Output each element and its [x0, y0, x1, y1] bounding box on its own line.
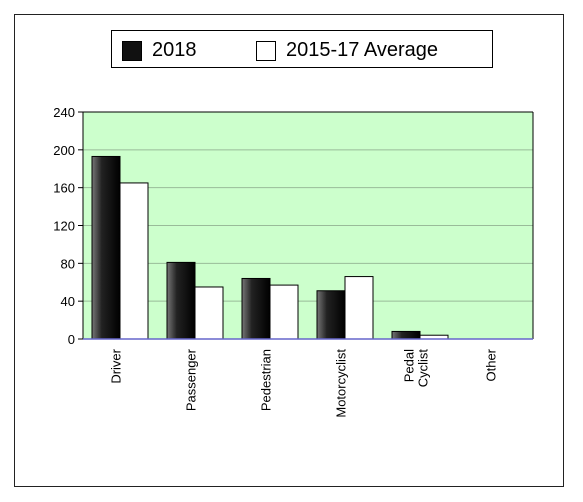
y-tick-label-200: 200	[53, 143, 75, 158]
bar-average-passenger	[194, 286, 224, 340]
y-tick-label-0: 0	[68, 332, 75, 347]
x-tick-label-pedal-cyclist-0: Pedal	[402, 349, 417, 382]
y-tick-label-160: 160	[53, 181, 75, 196]
bar-average-pedestrian	[269, 284, 299, 340]
bar-average-driver	[119, 182, 149, 340]
chart-legend: 2018 2015-17 Average	[111, 30, 493, 68]
legend-label-average: 2015-17 Average	[286, 39, 438, 61]
x-tick-label-motorcyclist: Motorcyclist	[334, 349, 349, 418]
x-tick-label-driver: Driver	[109, 348, 124, 383]
x-tick-label-pedestrian: Pedestrian	[259, 349, 274, 411]
y-tick-label-40: 40	[61, 294, 75, 309]
y-tick-label-80: 80	[61, 256, 75, 271]
x-tick-label-other: Other	[484, 348, 499, 381]
x-tick-label-pedal-cyclist-1: Cyclist	[416, 349, 431, 388]
bar-average-motorcyclist	[344, 276, 374, 340]
bar-2018-driver	[91, 155, 121, 340]
x-tick-label-passenger: Passenger	[184, 348, 199, 411]
y-tick-label-120: 120	[53, 219, 75, 234]
legend-item-2018: 2018	[122, 39, 197, 62]
legend-swatch-2018	[122, 40, 142, 61]
legend-item-average: 2015-17 Average	[256, 39, 438, 62]
bar-2018-pedestrian	[241, 277, 271, 340]
legend-label-2018: 2018	[152, 39, 197, 61]
bar-2018-motorcyclist	[316, 290, 346, 340]
legend-swatch-average	[256, 40, 276, 61]
y-tick-label-240: 240	[53, 105, 75, 120]
bar-2018-passenger	[166, 261, 196, 340]
bar-2018-pedal-cyclist	[391, 330, 421, 340]
